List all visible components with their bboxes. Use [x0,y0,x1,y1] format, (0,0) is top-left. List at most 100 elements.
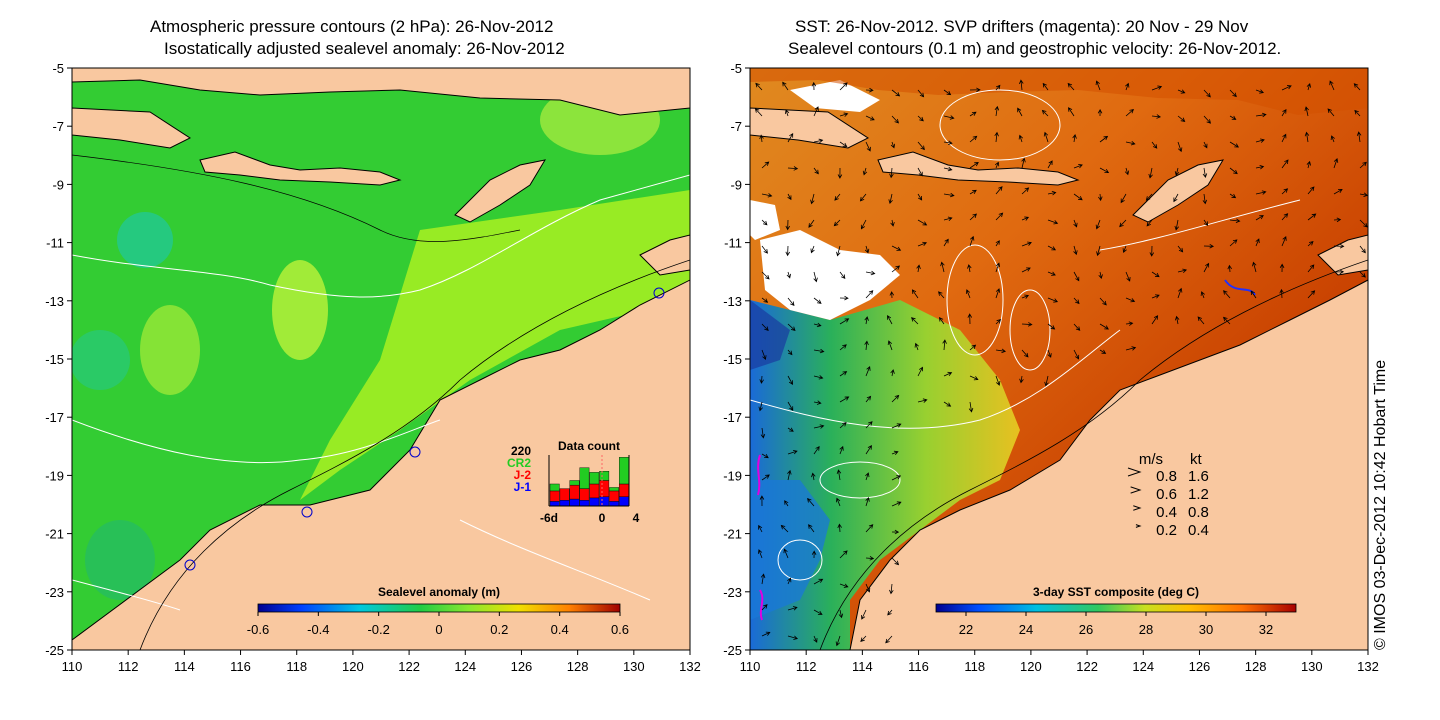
tide-gauge-marker [301,506,313,518]
velocity-arrow [839,271,846,280]
velocity-arrow [786,271,791,279]
data-count-xtick: 0 [599,511,606,525]
velocity-arrow [1099,135,1109,143]
velocity-arrow [891,245,902,251]
velocity-arrow [889,583,894,595]
velocity-arrow [1125,271,1131,282]
java-land [72,107,192,149]
velocity-arrow [865,290,874,299]
data-count-bar-j1 [589,497,600,507]
velocity-arrow [891,501,902,507]
colorbar-tick-label: 32 [1259,622,1273,637]
velocity-legend-arrow [1127,467,1142,477]
velocity-arrow [839,82,848,91]
x-tick-label: 112 [796,659,817,674]
velocity-arrow [1304,106,1309,117]
velocity-arrow [1021,322,1033,327]
velocity-arrow [1149,245,1155,257]
velocity-arrow [1148,167,1153,179]
velocity-arrow [761,245,768,254]
colorbar-tick-label: 0.2 [490,622,508,637]
velocity-arrow [782,81,789,91]
velocity-arrow [1018,134,1023,143]
velocity-arrow [811,81,817,91]
velocity-arrow [917,241,928,247]
velocity-arrow [813,271,818,283]
velocity-arrow [813,400,822,405]
velocity-arrow [1229,141,1239,148]
velocity-legend-ms: 0.6 [1156,486,1177,503]
velocity-arrow [1047,190,1057,196]
velocity-arrow [1307,264,1315,273]
velocity-arrow [943,238,949,247]
colorbar-tick-label: 24 [1019,622,1033,637]
velocity-arrow [1307,213,1317,221]
data-count-bar-cr2 [589,472,600,485]
velocity-arrow [1177,245,1184,253]
velocity-arrow [969,213,977,221]
velocity-arrow [969,87,981,93]
lesser-sunda-land [199,151,402,186]
velocity-arrow [787,469,792,481]
velocity-arrow [761,453,769,459]
velocity-arrow [969,189,977,195]
velocity-arrow [813,348,825,354]
velocity-legend-kt-header: kt [1190,451,1203,468]
sst-cold-patch [1224,279,1256,296]
velocity-arrow [1021,267,1031,273]
velocity-arrow [813,424,825,429]
velocity-arrow [1125,108,1134,117]
velocity-arrow [1068,107,1075,117]
svp-drifter-track [759,589,764,621]
velocity-arrow [839,295,849,301]
velocity-arrow [839,112,849,117]
sla-colorbar [257,603,621,613]
velocity-arrow [787,606,798,611]
velocity-arrow [1229,193,1237,199]
bathymetry-contour [819,259,1368,650]
velocity-arrow [1255,138,1265,143]
velocity-arrow [787,132,794,143]
sla-blob [140,305,200,395]
velocity-arrow [969,235,975,247]
x-tick-label: 112 [118,659,139,674]
tide-gauge-marker [184,559,196,571]
timor-land [1132,159,1225,223]
velocity-arrow [994,105,1000,117]
velocity-arrow [1255,164,1265,170]
velocity-arrow [865,141,871,152]
velocity-arrow [761,193,773,198]
x-tick-label: 132 [1357,659,1379,674]
x-tick-label: 114 [174,659,195,674]
velocity-arrow [761,271,770,280]
data-count-xtick: 4 [633,511,640,525]
y-tick-label: -5 [730,61,742,76]
velocity-arrow [1177,287,1183,299]
velocity-arrow [1255,89,1264,94]
velocity-legend-kt: 0.4 [1188,522,1209,539]
x-tick-label: 116 [230,659,251,674]
velocity-arrow [865,115,875,121]
velocity-arrow [1329,80,1335,91]
y-tick-label: -23 [45,585,64,600]
velocity-arrow [891,529,900,535]
data-count-ymax: 220 [511,444,531,458]
velocity-arrow [1021,349,1029,358]
velocity-arrow [833,219,841,227]
velocity-arrow [887,609,893,616]
velocity-arrow [787,635,799,640]
velocity-arrow [1359,161,1367,169]
velocity-arrow [1359,219,1368,228]
data-count-bar-j1 [599,496,610,507]
colorbar-tick-label: 0.4 [551,622,569,637]
velocity-arrow [787,166,799,171]
velocity-legend-kt: 1.2 [1188,486,1209,503]
velocity-arrow [839,318,850,325]
velocity-arrow [1151,294,1160,299]
velocity-arrow [1174,167,1180,176]
velocity-arrow [1041,109,1049,117]
y-tick-label: -17 [723,410,742,425]
data-count-bar-j2 [579,488,590,501]
